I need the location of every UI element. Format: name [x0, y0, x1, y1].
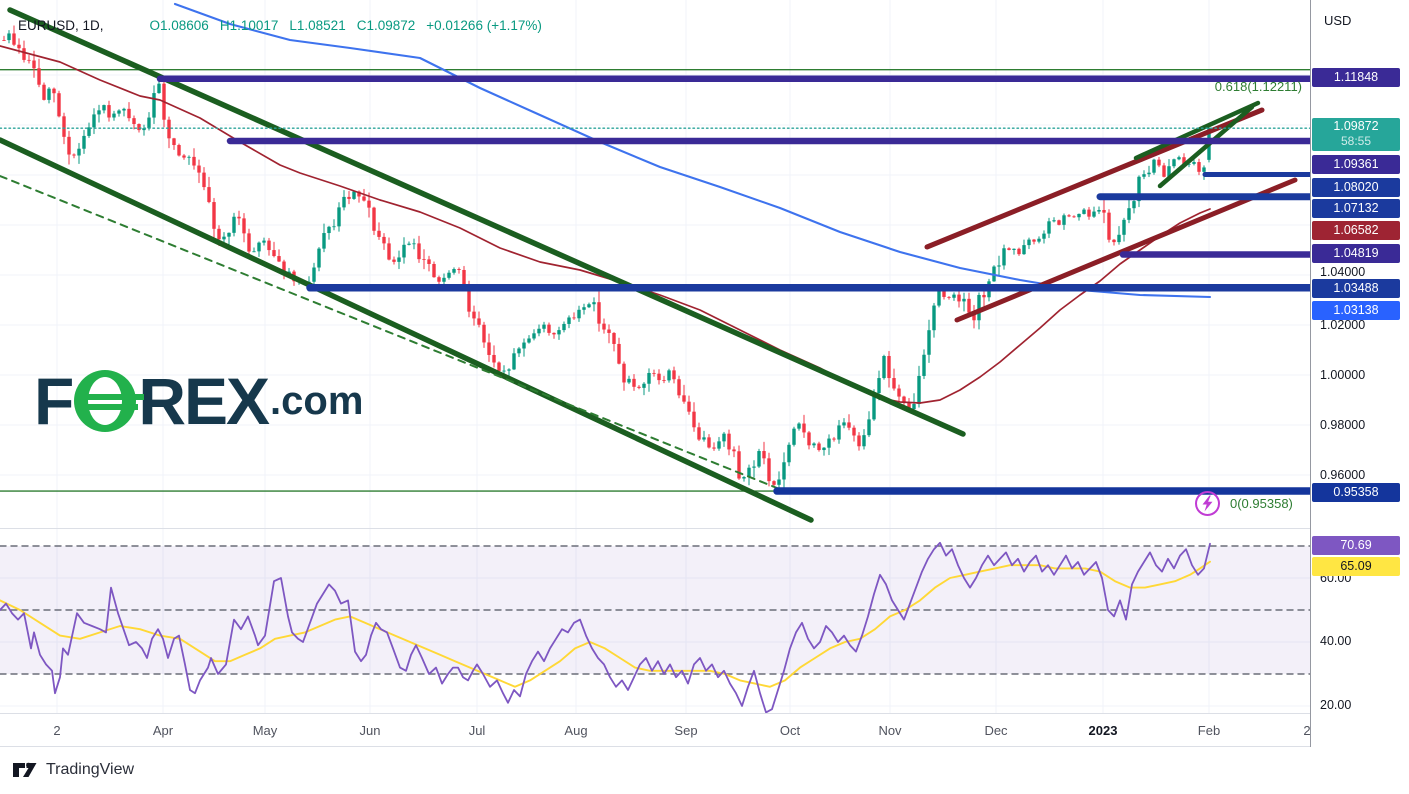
- bar-countdown: 58:55: [1340, 134, 1372, 148]
- fib-0-text: 0(0.95358): [1230, 496, 1293, 511]
- price-axis-tick: 40.00: [1320, 634, 1352, 648]
- trendline-drawings[interactable]: [0, 7, 1298, 523]
- time-axis[interactable]: 2 Apr May Jun Jul Aug Sep Oct Nov Dec 2023 Feb 2: [0, 714, 1310, 746]
- time-axis-label: Feb: [1197, 723, 1221, 738]
- price-label-badge: 65.09: [1312, 556, 1400, 576]
- grid-lines: [0, 0, 1310, 714]
- time-axis-label: Apr: [152, 723, 174, 738]
- legend-open: O1.08606: [149, 17, 209, 33]
- legend-high: H1.10017: [219, 17, 279, 33]
- pane-separator[interactable]: [0, 528, 1409, 529]
- chart-bottom-border: [0, 746, 1409, 747]
- chart-canvas[interactable]: [0, 0, 1310, 746]
- time-axis-label: Dec: [984, 723, 1008, 738]
- forex-logo-icon: [74, 370, 145, 432]
- price-label-badge: 1.03138: [1312, 300, 1400, 320]
- price-label-badge: 1.09872 58:55: [1312, 117, 1400, 151]
- time-axis-label: 2: [53, 723, 61, 738]
- price-label-badge: 1.08020: [1312, 177, 1400, 197]
- price-label-badge: 1.07132: [1312, 198, 1400, 218]
- time-axis-separator: [0, 713, 1409, 714]
- symbol-legend: EURUSD, 1D, O1.08606 H1.10017 L1.08521 C…: [18, 15, 553, 35]
- time-axis-label: 2023: [1088, 723, 1118, 738]
- currency-label: USD: [1324, 13, 1352, 28]
- tradingview-attribution[interactable]: TradingView: [12, 760, 134, 780]
- price-axis[interactable]: USD 1.04000 1.02000 1.00000 0.98000 0.96000 6…: [1310, 0, 1409, 747]
- price-label-badge: 1.03488: [1312, 278, 1400, 298]
- time-axis-label: May: [252, 723, 278, 738]
- price-axis-tick: 1.02000: [1320, 318, 1366, 332]
- price-label-badge: 0.95358: [1312, 482, 1400, 502]
- time-axis-label: Aug: [564, 723, 588, 738]
- legend-low: L1.08521: [289, 17, 346, 33]
- time-axis-label: Nov: [878, 723, 902, 738]
- price-axis-tick: 20.00: [1320, 698, 1352, 712]
- symbol-title[interactable]: EURUSD, 1D,: [18, 17, 104, 33]
- forex-com-watermark: F REX .com: [34, 368, 363, 434]
- tradingview-brand-text: TradingView: [46, 761, 135, 778]
- price-axis-tick: 1.00000: [1320, 368, 1366, 382]
- price-axis-tick: 1.04000: [1320, 265, 1366, 279]
- watermark-com: .com: [270, 379, 364, 423]
- time-axis-label: Oct: [779, 723, 801, 738]
- price-label-badge: 1.11848: [1312, 67, 1400, 87]
- legend-close: C1.09872: [356, 17, 416, 33]
- rsi-band: [0, 545, 1310, 675]
- time-axis-label: Jun: [359, 723, 381, 738]
- fib-retracement-0-label[interactable]: 0(0.95358): [1194, 490, 1293, 517]
- watermark-f: F: [34, 364, 74, 438]
- time-axis-label: Sep: [674, 723, 698, 738]
- price-axis-tick: 0.98000: [1320, 418, 1366, 432]
- rsi-indicator: [0, 541, 1211, 714]
- price-label-badge: 1.06582: [1312, 220, 1400, 240]
- horizontal-level-rays[interactable]: [156, 75, 1310, 495]
- price-label-badge: 70.69: [1312, 535, 1400, 555]
- fib-retracement-618-label[interactable]: 0.618(1.12211): [1214, 79, 1302, 94]
- candlesticks: [2, 25, 1211, 495]
- watermark-rex: REX: [138, 364, 270, 438]
- price-label-badge: 1.04819: [1312, 243, 1400, 263]
- price-label-badge: 1.09361: [1312, 154, 1400, 174]
- lightning-icon[interactable]: [1194, 490, 1221, 517]
- time-axis-label: 2: [1303, 723, 1310, 738]
- tradingview-logo-icon: [13, 762, 37, 777]
- price-axis-tick: 0.96000: [1320, 468, 1366, 482]
- time-axis-label: Jul: [468, 723, 486, 738]
- legend-change: +0.01266 (+1.17%): [426, 17, 542, 33]
